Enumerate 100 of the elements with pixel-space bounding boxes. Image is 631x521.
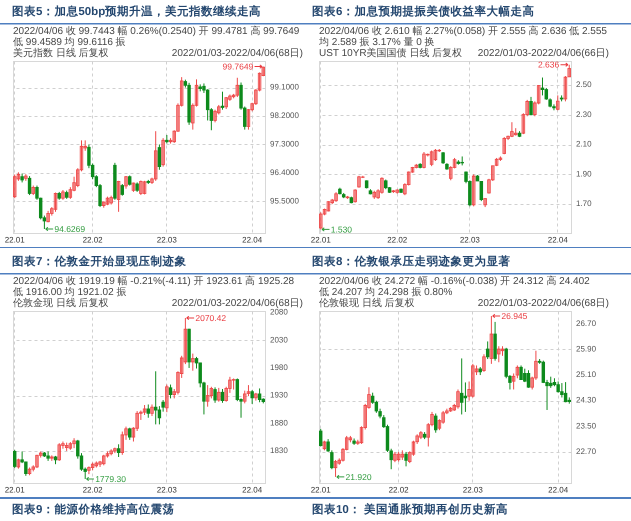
candlestick (422, 151, 426, 169)
candlestick (254, 392, 258, 402)
candlestick (396, 451, 400, 462)
annotation: 1779.30 (95, 474, 126, 484)
y-tick-label: 2.10 (576, 140, 592, 149)
candlestick (116, 444, 120, 458)
x-tick-label: 22.04 (548, 486, 569, 494)
candlestick (154, 370, 158, 425)
candlestick (322, 440, 326, 451)
candlestick (549, 376, 552, 388)
candlestick (113, 447, 117, 454)
candlestick (28, 467, 32, 476)
candlestick (135, 410, 139, 432)
candlestick (94, 460, 98, 468)
candlestick (128, 427, 132, 440)
candlestick (12, 449, 16, 469)
candlestick (353, 188, 357, 204)
candlestick (372, 190, 376, 200)
text: 2022/04/06 收 1919.19 幅 -0.21%(-4.11) 开 1923.61 高 1925.28 低 1916.00 均 1921.02 振 (13, 275, 295, 298)
candlestick (502, 136, 506, 155)
x-tick-label: 22.01 (310, 486, 332, 494)
candlestick (32, 464, 35, 472)
candlestick (334, 459, 338, 478)
text: 图表9：能源价格维持高位震荡 (12, 502, 174, 516)
annotation: 21.920 (346, 472, 372, 482)
candlestick (384, 179, 388, 190)
candlestick (448, 406, 452, 412)
candlestick (191, 353, 195, 372)
candlestick (142, 180, 146, 195)
y-tick-label: 96.4000 (270, 168, 300, 177)
candlestick (184, 317, 188, 365)
candlestick (168, 384, 172, 399)
candlestick (357, 175, 361, 188)
candlestick (38, 450, 42, 458)
candlestick (348, 435, 352, 443)
candlestick (76, 168, 80, 188)
candlestick (180, 355, 184, 378)
candlestick (106, 450, 110, 458)
candlestick (376, 188, 380, 200)
candlestick (102, 454, 106, 466)
candlestick (426, 422, 430, 447)
candlestick (452, 403, 456, 412)
candlestick (217, 387, 220, 402)
candlestick (319, 212, 323, 230)
candlestick (318, 428, 322, 447)
y-tick-label: 1880 (270, 418, 288, 428)
candlestick (90, 462, 94, 471)
candlestick (61, 441, 65, 450)
y-tick-label: 25.10 (576, 370, 597, 380)
candlestick (322, 208, 326, 216)
y-tick-label: 95.5000 (270, 196, 300, 206)
candlestick (150, 404, 154, 417)
candlestick (232, 93, 236, 99)
y-tick-label: 1.90 (576, 169, 592, 178)
annotation: 99.7649 (222, 62, 254, 72)
candlestick (419, 430, 423, 440)
candlestick (344, 435, 348, 451)
candlestick (68, 442, 72, 450)
text: 2022/04/06 收 99.7443 幅 0.26%(0.2540) 开 99.4781 高 99.7649 低 99.4589 均 99.6116 振 (13, 25, 300, 48)
text: 美元指数 日线 后复权 (13, 47, 109, 59)
candlestick (408, 450, 412, 464)
candlestick (28, 176, 32, 196)
candlestick (415, 434, 419, 444)
candlestick (132, 182, 136, 192)
candlestick (58, 442, 61, 462)
candlestick (158, 144, 162, 170)
candlestick (529, 96, 533, 116)
candlestick (120, 183, 124, 196)
candlestick (414, 163, 418, 169)
text: 2022/04/06 收 2.610 幅 2.27%(0.058) 开 2.555 高 2.636 低 2.555 均 2.589 振 3.17% 量 0 换 (318, 25, 608, 48)
candlestick (262, 66, 266, 77)
x-tick-label: 22.01 (4, 486, 26, 494)
candlestick (72, 438, 76, 449)
candlestick (12, 174, 16, 199)
candlestick (172, 130, 176, 144)
candlestick (567, 64, 571, 78)
x-tick-label: 22.03 (462, 486, 484, 494)
candlestick (224, 96, 228, 110)
candlestick (168, 138, 172, 144)
y-tick-label: 98.2000 (270, 111, 300, 120)
y-tick-label: 99.1000 (270, 82, 300, 92)
candlestick (472, 174, 476, 207)
candlestick (498, 156, 502, 162)
annotation: 94.6269 (54, 224, 86, 234)
candlestick (139, 410, 143, 420)
candlestick (406, 170, 410, 186)
candlestick (395, 188, 399, 194)
candlestick (514, 128, 518, 136)
candlestick (506, 135, 510, 141)
candlestick (50, 206, 54, 216)
candlestick (180, 76, 184, 108)
candlestick (132, 426, 136, 442)
y-tick-label: 26.70 (576, 318, 597, 328)
candlestick (522, 112, 526, 135)
y-tick-label: 2030 (270, 335, 288, 344)
text: 图表10： 美国通胀预期再创历史新高 (312, 502, 508, 516)
candlestick (232, 378, 236, 390)
candlestick (228, 376, 232, 394)
candlestick (445, 408, 449, 415)
candlestick (32, 185, 35, 196)
